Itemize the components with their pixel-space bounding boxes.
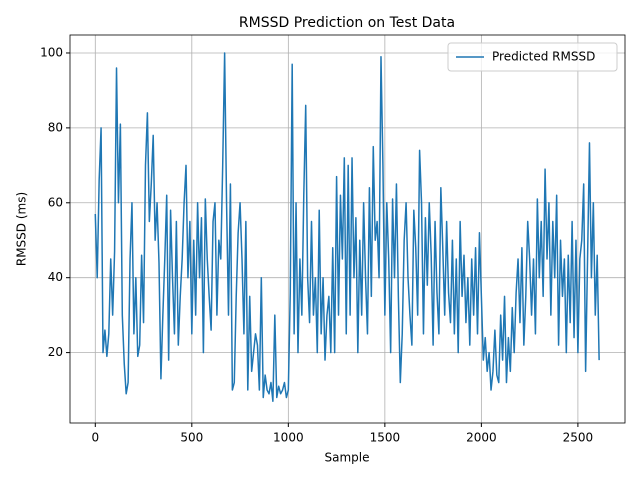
legend-box bbox=[447, 42, 618, 72]
x-tick-label: 1000 bbox=[273, 431, 304, 445]
y-tick-label: 40 bbox=[48, 270, 63, 284]
x-tick-label: 1500 bbox=[370, 431, 401, 445]
y-tick-label: 100 bbox=[40, 45, 63, 59]
chart-title: RMSSD Prediction on Test Data bbox=[239, 15, 455, 31]
x-tick-label: 2500 bbox=[563, 431, 594, 445]
x-axis-label: Sample bbox=[325, 451, 370, 465]
x-tick-label: 500 bbox=[180, 431, 203, 445]
y-tick-label: 20 bbox=[48, 345, 63, 359]
y-axis-label: RMSSD (ms) bbox=[15, 192, 29, 266]
x-tick-label: 0 bbox=[91, 431, 99, 445]
plot-frame bbox=[69, 34, 626, 424]
data-line bbox=[94, 52, 600, 403]
x-tick-label: 2000 bbox=[466, 431, 497, 445]
legend-label: Predicted RMSSD bbox=[492, 50, 595, 64]
y-tick-label: 80 bbox=[48, 120, 63, 134]
y-tick-label: 60 bbox=[48, 195, 63, 209]
